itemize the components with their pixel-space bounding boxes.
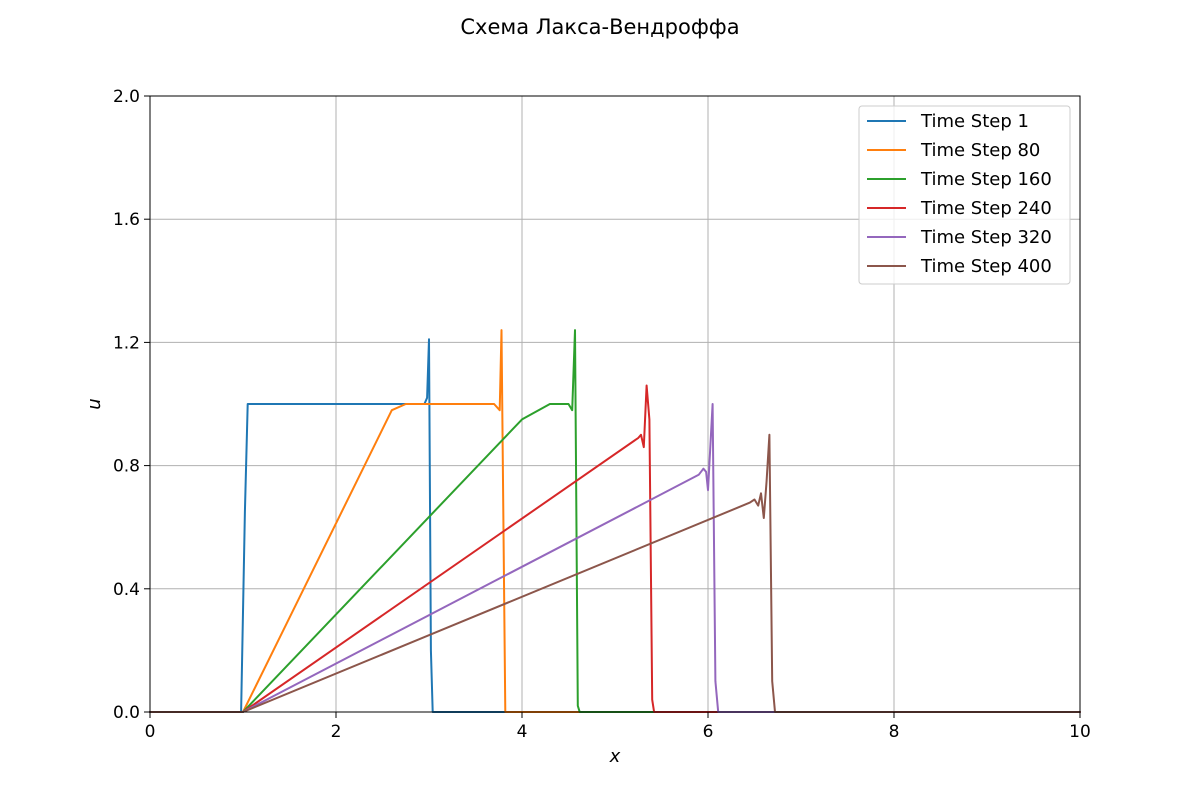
- series-line-2: [149, 329, 1081, 713]
- legend: Time Step 1 Time Step 80 Time Step 160 Time…: [858, 105, 1071, 285]
- y-axis-label: u: [84, 398, 105, 409]
- y-tick-label: 0.8: [113, 457, 140, 477]
- y-tick-label: 0.0: [113, 703, 140, 723]
- ticks: 0 2 4 6 8 10 0.0 0.4 0.8 1.2 1.6 2.0: [113, 87, 1091, 742]
- series-line-3: [149, 329, 1081, 713]
- series-layer: [149, 329, 1081, 713]
- x-tick-label: 10: [1069, 722, 1091, 742]
- legend-label: Time Step 320: [920, 227, 1052, 248]
- y-tick-label: 0.4: [113, 580, 140, 600]
- legend-label: Time Step 240: [920, 198, 1052, 219]
- legend-label: Time Step 400: [920, 256, 1052, 277]
- legend-label: Time Step 80: [920, 140, 1040, 161]
- x-axis-label: x: [609, 746, 621, 767]
- y-tick-label: 2.0: [113, 87, 140, 107]
- x-tick-label: 2: [331, 722, 342, 742]
- legend-label: Time Step 160: [920, 169, 1052, 190]
- x-tick-label: 4: [517, 722, 528, 742]
- legend-box: [858, 105, 1071, 285]
- x-tick-label: 8: [889, 722, 900, 742]
- series-line-1: [149, 338, 1081, 713]
- chart-title: Схема Лакса-Вендроффа: [460, 15, 739, 39]
- x-tick-label: 6: [703, 722, 714, 742]
- x-tick-label: 0: [145, 722, 156, 742]
- plot-frame: [149, 95, 1081, 713]
- legend-label: Time Step 1: [920, 111, 1029, 132]
- series-line-6: [149, 433, 1081, 713]
- y-tick-label: 1.2: [113, 333, 140, 353]
- y-tick-label: 1.6: [113, 210, 140, 230]
